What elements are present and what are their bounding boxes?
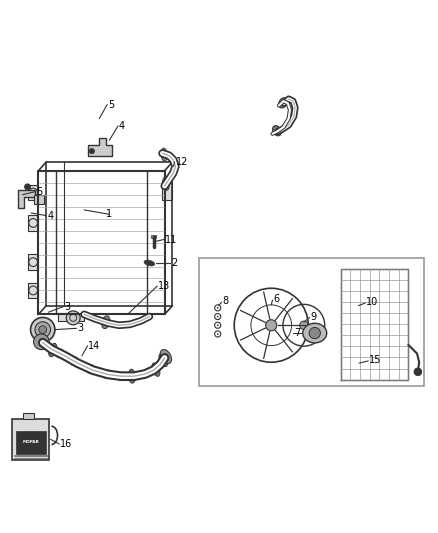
Ellipse shape (279, 98, 287, 108)
Ellipse shape (161, 148, 167, 161)
Circle shape (217, 333, 219, 335)
Ellipse shape (102, 316, 110, 329)
Text: 6: 6 (273, 294, 279, 304)
Text: 15: 15 (369, 355, 381, 365)
Bar (28, 184, 39, 200)
Text: 3: 3 (78, 324, 84, 333)
Circle shape (266, 320, 277, 331)
Text: 4: 4 (47, 211, 53, 221)
Circle shape (217, 325, 219, 326)
Bar (151, 235, 156, 238)
Text: 10: 10 (366, 297, 378, 307)
Text: 8: 8 (223, 296, 229, 306)
Ellipse shape (303, 324, 327, 343)
Circle shape (39, 326, 47, 334)
Text: 3: 3 (64, 302, 71, 312)
Ellipse shape (152, 363, 160, 376)
Circle shape (217, 316, 219, 318)
Ellipse shape (159, 353, 168, 367)
Text: 12: 12 (176, 157, 188, 167)
Polygon shape (18, 190, 35, 208)
Bar (28, 254, 39, 270)
Text: 2: 2 (171, 258, 177, 268)
Circle shape (217, 307, 219, 309)
Text: 1: 1 (106, 209, 112, 219)
Circle shape (31, 318, 55, 342)
Text: 9: 9 (311, 312, 317, 321)
Circle shape (25, 184, 31, 190)
Bar (199, 258, 424, 386)
Bar (12, 419, 49, 460)
Circle shape (66, 311, 80, 325)
Text: 13: 13 (158, 281, 170, 291)
Text: 7: 7 (294, 328, 300, 337)
Bar (162, 181, 172, 200)
Bar (58, 313, 84, 321)
Polygon shape (88, 138, 113, 156)
Text: 16: 16 (60, 439, 72, 449)
Text: 5: 5 (108, 100, 114, 110)
Circle shape (35, 322, 50, 337)
Circle shape (300, 321, 308, 329)
Bar (23, 414, 35, 419)
Bar (16, 431, 46, 454)
Bar (35, 195, 44, 204)
Bar (28, 215, 39, 231)
Circle shape (89, 149, 95, 154)
Ellipse shape (128, 369, 135, 383)
Circle shape (34, 334, 49, 350)
Ellipse shape (272, 126, 281, 136)
Text: 11: 11 (165, 235, 177, 245)
Text: 14: 14 (88, 341, 101, 351)
Bar (28, 282, 39, 298)
Text: 4: 4 (119, 121, 125, 131)
Text: MOPAR: MOPAR (22, 440, 39, 445)
Ellipse shape (162, 177, 169, 190)
Ellipse shape (160, 350, 172, 364)
Circle shape (414, 368, 422, 376)
Text: 5: 5 (36, 187, 42, 197)
Ellipse shape (49, 343, 57, 357)
Ellipse shape (144, 260, 155, 266)
Circle shape (309, 327, 321, 339)
